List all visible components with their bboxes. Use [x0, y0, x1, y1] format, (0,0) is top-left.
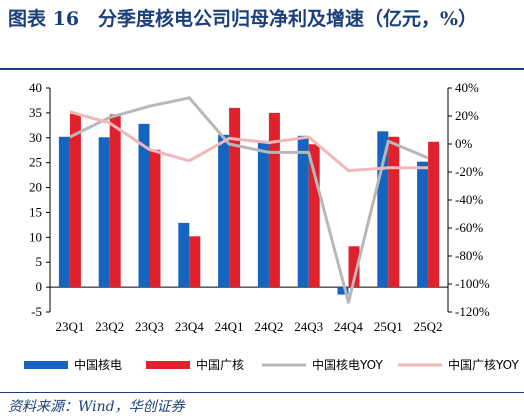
- right-tick-label: 0%: [455, 136, 473, 151]
- left-tick-label: -5: [31, 304, 42, 319]
- bar-cgn: [417, 161, 429, 288]
- right-tick-label: -120%: [455, 304, 490, 319]
- left-tick-label: 30: [29, 130, 42, 145]
- category-label: 24Q3: [294, 319, 323, 334]
- line-cnnc-yoy: [69, 110, 429, 173]
- right-tick-label: -80%: [455, 248, 483, 263]
- category-label: 24Q4: [334, 319, 363, 334]
- left-tick-label: 0: [36, 279, 43, 294]
- source-note: 资料来源：Wind，华创证券: [8, 399, 185, 415]
- bar-cgn: [337, 287, 349, 295]
- category-label: 23Q4: [175, 319, 204, 334]
- legend-swatch: [146, 361, 190, 369]
- title-rule: [0, 68, 524, 70]
- bar-cnnc: [348, 246, 360, 288]
- category-label: 25Q2: [414, 319, 443, 334]
- yoy-lines: [69, 96, 429, 304]
- legend-label: 中国核电: [74, 357, 122, 372]
- legend-label: 中国广核YOY: [448, 357, 519, 372]
- right-tick-label: -60%: [455, 220, 483, 235]
- chart-title: 图表 16 分季度核电公司归母净利及增速（亿元，%）: [8, 8, 478, 30]
- category-labels: 23Q1 23Q2 23Q3 23Q4 24Q1 24Q2 24Q3 24Q4 25Q1 25Q2: [55, 319, 442, 334]
- left-tick-label: 5: [36, 254, 43, 269]
- left-tick-label: 35: [29, 105, 42, 120]
- right-tick-label: -20%: [455, 164, 483, 179]
- bar-cgn: [218, 134, 230, 288]
- category-label: 23Q3: [135, 319, 164, 334]
- left-tick-label: 20: [29, 180, 42, 195]
- bar-cnnc: [69, 113, 81, 288]
- right-tick-label: 20%: [455, 108, 479, 123]
- bar-cgn: [138, 123, 150, 288]
- left-tick-label: 25: [29, 155, 42, 170]
- left-tick-label: 10: [29, 229, 42, 244]
- bar-cgn: [178, 222, 190, 288]
- category-label: 24Q2: [254, 319, 283, 334]
- category-label: 23Q1: [55, 319, 84, 334]
- right-tick-label: -100%: [455, 276, 490, 291]
- bar-cgn: [58, 136, 70, 288]
- legend-label: 中国广核: [196, 357, 244, 372]
- bar-cgn: [377, 131, 389, 288]
- bar-cnnc: [229, 107, 241, 288]
- bars: [58, 107, 440, 295]
- bar-cnnc: [428, 141, 440, 288]
- bar-cgn: [297, 135, 309, 288]
- category-label: 25Q1: [374, 319, 403, 334]
- axes: 40 35 30 25 20 15 10 5 0 -5 40% 20% 0% -20% -40% -60% -8…: [29, 80, 490, 319]
- category-label: 24Q1: [215, 319, 244, 334]
- bar-cgn: [98, 137, 110, 288]
- bar-cgn: [257, 140, 269, 288]
- legend-label: 中国核电YOY: [312, 357, 383, 372]
- category-label: 23Q2: [95, 319, 124, 334]
- right-tick-label: 40%: [455, 80, 479, 95]
- line-cgn-yoy: [69, 96, 429, 304]
- bar-cnnc: [149, 149, 161, 288]
- left-tick-label: 40: [29, 80, 42, 95]
- right-tick-label: -40%: [455, 192, 483, 207]
- bar-cnnc: [388, 136, 400, 288]
- source-rule: [0, 392, 524, 393]
- legend-swatch: [24, 361, 68, 369]
- left-tick-label: 15: [29, 204, 42, 219]
- bar-cnnc: [308, 144, 320, 288]
- bar-cnnc: [189, 236, 201, 288]
- bar-cnnc: [109, 114, 121, 288]
- bar-cnnc: [268, 112, 280, 288]
- legend: 中国核电 中国广核 中国核电YOY 中国广核YOY: [24, 357, 519, 372]
